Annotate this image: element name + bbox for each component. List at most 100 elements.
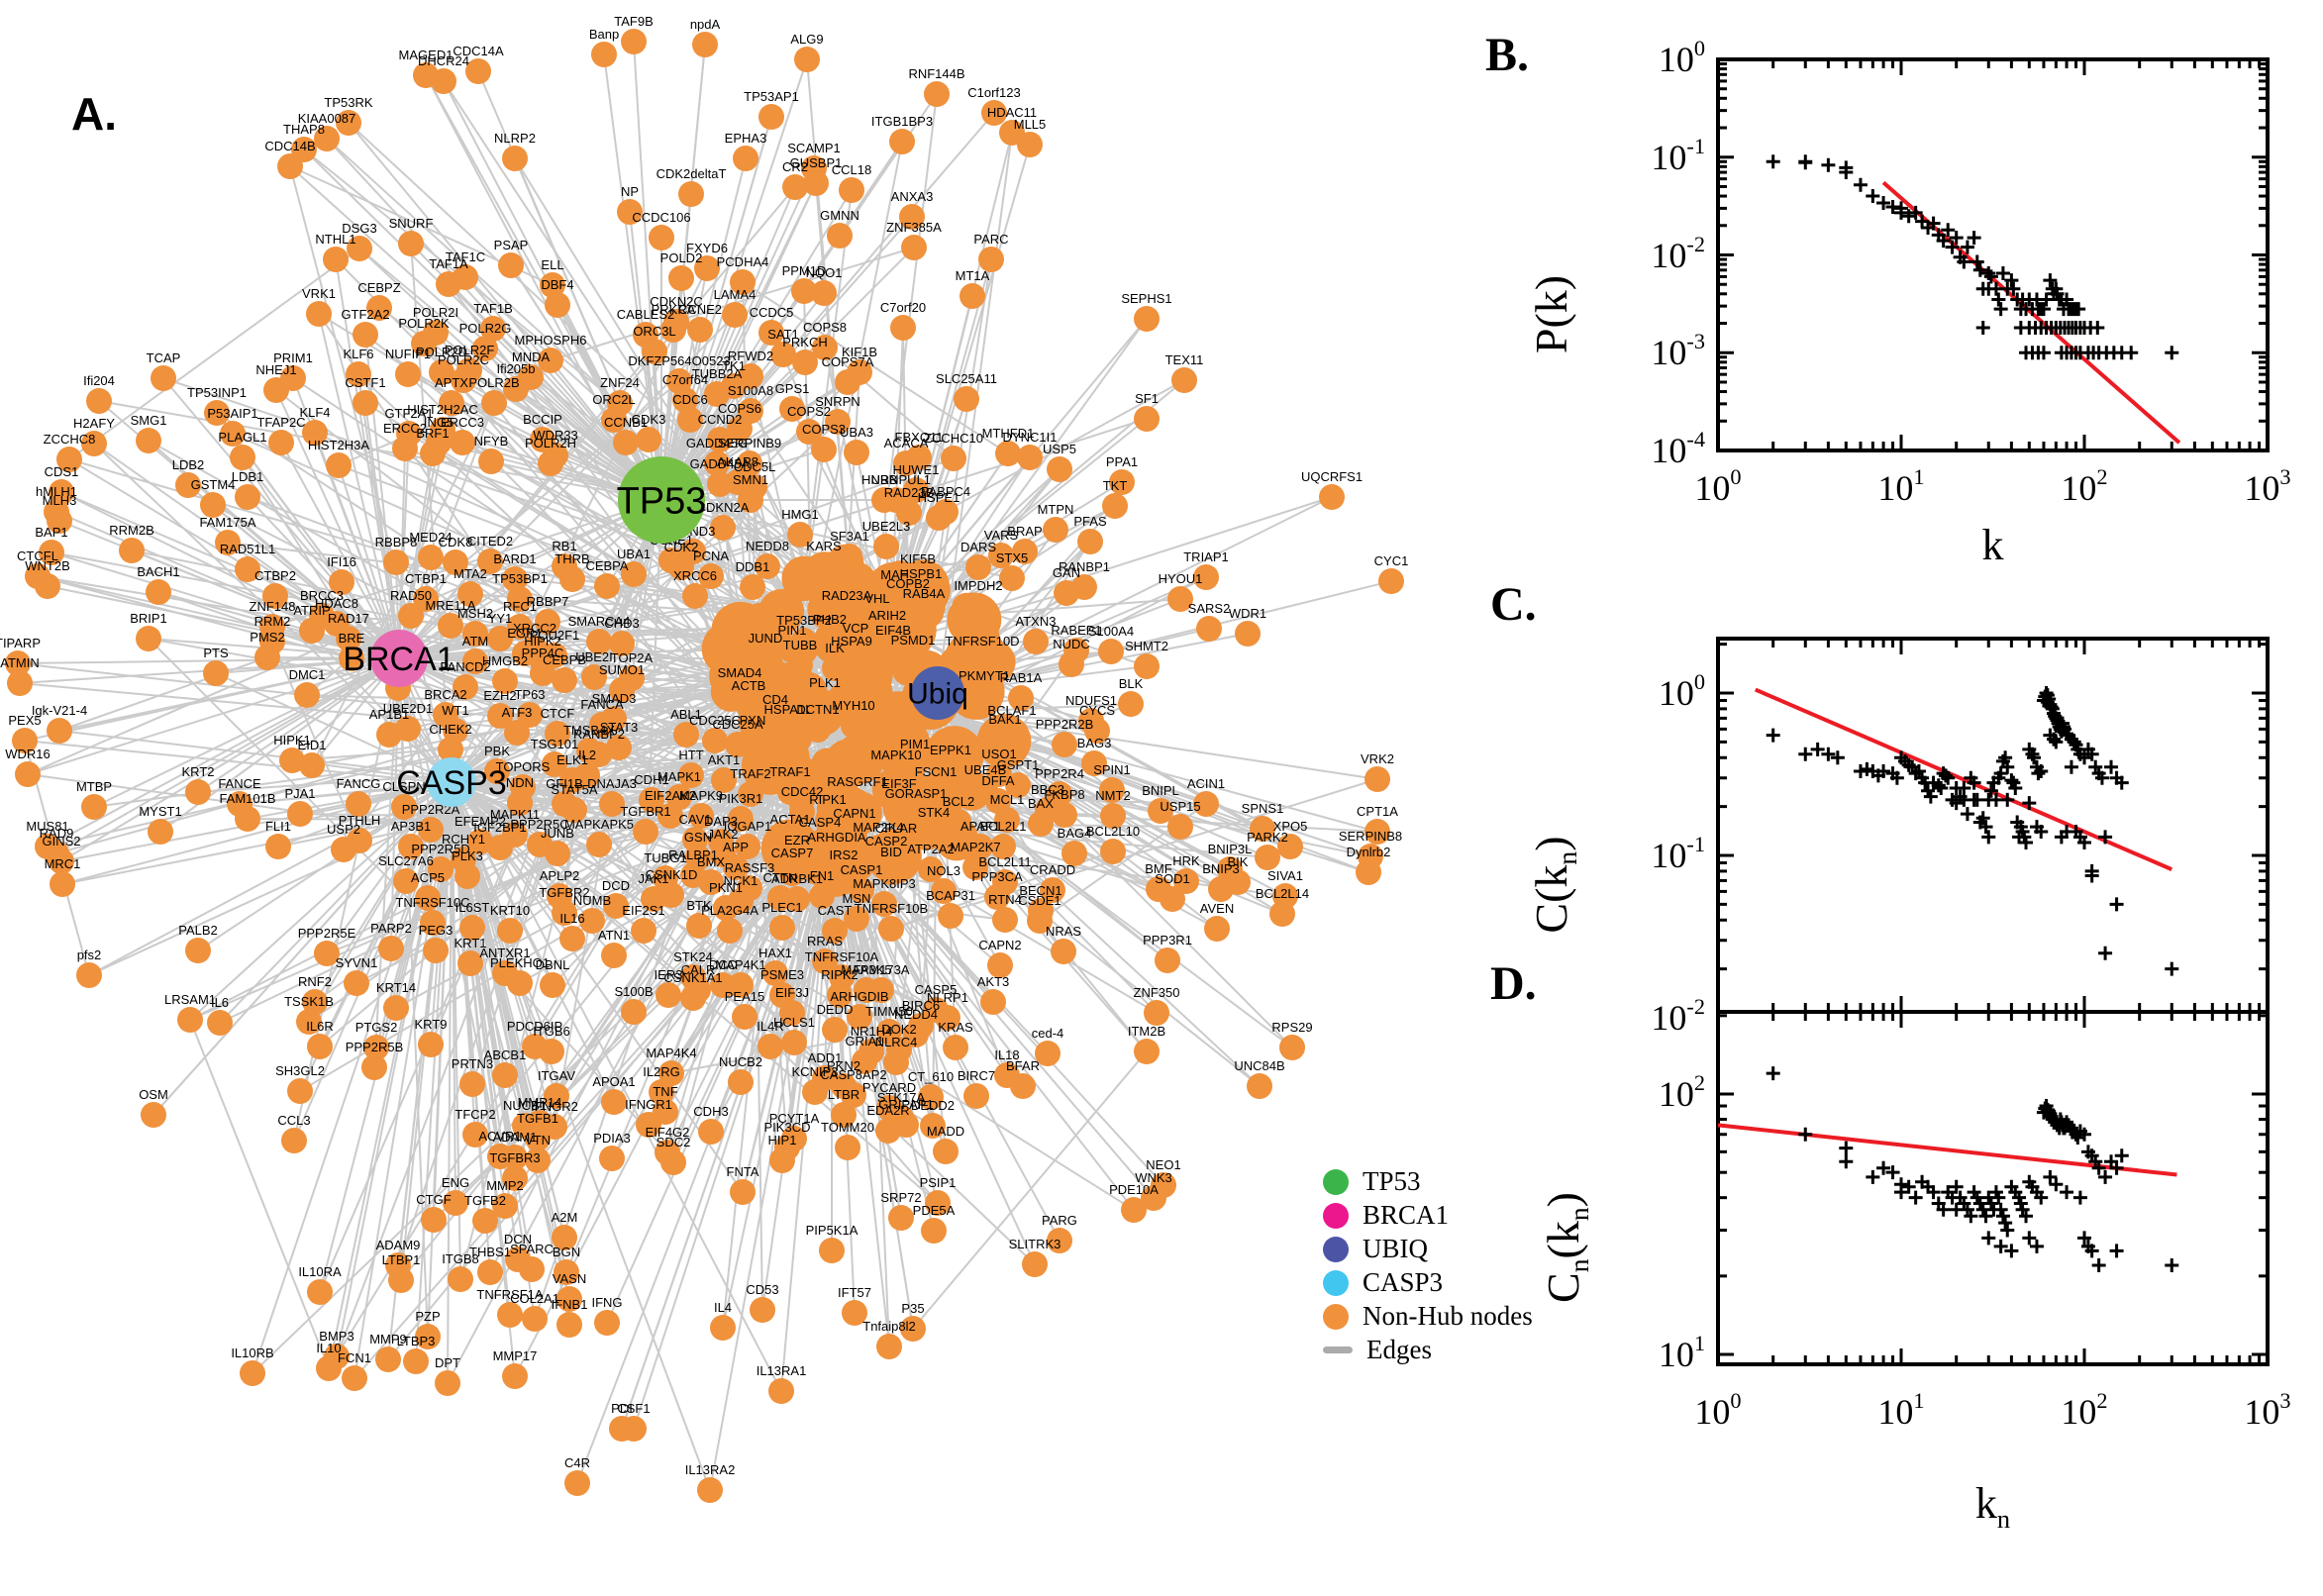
network-node — [420, 441, 446, 466]
network-edge — [398, 186, 796, 659]
network-edge — [58, 656, 268, 732]
y-axis-title: Cn​(kn​) — [1538, 1192, 1594, 1303]
panel-d-label: D. — [1490, 957, 1537, 1010]
y-tick-label: 10-1 — [1651, 134, 1705, 177]
x-tick-label: 101 — [1877, 464, 1924, 508]
legend-item-casp3: CASP3 — [1323, 1267, 1533, 1297]
y-tick-label: 100 — [1659, 36, 1705, 79]
network-node — [302, 420, 328, 446]
network-edge — [398, 657, 692, 776]
scatter-points — [1766, 1066, 2179, 1272]
panel-a-label: A. — [71, 88, 117, 140]
network-edge — [722, 821, 833, 1329]
legend-item-brca1: BRCA1 — [1323, 1200, 1533, 1230]
network-edge — [890, 144, 1031, 625]
x-tick-label: 102 — [2061, 464, 2107, 508]
network-edge — [27, 657, 400, 775]
network-node — [151, 365, 176, 391]
y-tick-label: 100 — [1659, 669, 1705, 713]
network-edge — [633, 41, 662, 501]
network-node — [230, 445, 255, 470]
y-tick-label: 10-1 — [1651, 832, 1705, 875]
network-node — [336, 110, 361, 136]
network-edge — [831, 821, 914, 1330]
network-node — [366, 295, 392, 321]
network-nodes — [5, 29, 1404, 1503]
legend-label: CASP3 — [1363, 1267, 1444, 1297]
network-edge — [354, 781, 453, 1379]
network-edge — [410, 499, 662, 617]
network-node — [465, 58, 491, 84]
network-node — [398, 231, 424, 256]
network-edge — [311, 402, 495, 766]
network-edge — [47, 657, 400, 848]
axes-frame — [1716, 637, 2270, 1014]
network-edge — [358, 248, 662, 501]
network-edge — [831, 821, 856, 1314]
legend-circle-swatch — [1323, 1202, 1349, 1229]
network-node — [204, 400, 230, 426]
legend-circle-swatch — [1323, 1236, 1349, 1262]
network-edge — [212, 504, 400, 659]
network-edge — [68, 248, 360, 460]
network-node — [136, 428, 161, 453]
chart-panel-d — [1716, 1010, 2270, 1366]
panel-b-label: B. — [1485, 29, 1530, 81]
network-edge — [93, 657, 400, 808]
network-node — [503, 376, 529, 402]
network-node — [472, 336, 498, 361]
network-edge — [189, 781, 453, 1021]
network-edge — [293, 781, 453, 1142]
network-node — [538, 348, 563, 373]
network-edge — [197, 657, 400, 793]
network-node — [220, 421, 246, 447]
x-tick-label: 102 — [2061, 1388, 2107, 1432]
panel-c-label: C. — [1490, 578, 1537, 631]
network-node — [277, 153, 303, 179]
y-axis-title: C(kn​) — [1526, 836, 1582, 933]
network-edge — [643, 499, 662, 932]
network-core-node — [735, 604, 776, 645]
network-edge — [603, 53, 662, 501]
fit-line — [1754, 687, 2173, 871]
network-edge — [271, 641, 360, 842]
network-node — [478, 449, 504, 474]
network-node — [56, 447, 82, 472]
y-axis-title: P(k) — [1526, 275, 1576, 353]
network-edge — [831, 821, 1135, 1211]
network-node — [314, 126, 340, 151]
network-edge — [24, 657, 400, 742]
network-node — [540, 272, 565, 298]
scatter-points — [1766, 686, 2179, 976]
legend-label: UBIQ — [1363, 1234, 1428, 1263]
network-edge — [398, 657, 1036, 1265]
legend-item-non-hub-nodes: Non-Hub nodes — [1323, 1301, 1533, 1331]
network-edge — [55, 643, 813, 854]
axes-frame — [1716, 1010, 2270, 1366]
network-edge — [189, 1019, 330, 1369]
y-tick-label: 102 — [1659, 1070, 1705, 1114]
legend-label: TP53 — [1363, 1166, 1421, 1196]
y-tick-label: 10-3 — [1651, 329, 1705, 372]
network-edge — [464, 276, 662, 501]
network-node — [347, 236, 372, 261]
y-tick-label: 101 — [1659, 1331, 1705, 1374]
network-node — [81, 431, 107, 456]
network-node — [411, 331, 437, 356]
legend-circle-swatch — [1323, 1303, 1349, 1330]
network-node — [450, 430, 475, 455]
network-node — [439, 390, 464, 416]
network-edge — [831, 821, 890, 1347]
legend-edge-swatch — [1323, 1347, 1353, 1353]
network-node — [326, 452, 352, 478]
x-tick-label: 100 — [1694, 1388, 1741, 1432]
network-node — [481, 390, 507, 416]
x-tick-label: 100 — [1694, 464, 1741, 508]
network-node — [538, 450, 563, 476]
network-node — [545, 292, 570, 318]
network-core-nodes — [701, 544, 1032, 897]
network-edge — [162, 377, 892, 625]
network-core-node — [744, 746, 777, 780]
network-edge — [660, 292, 825, 501]
network-node — [429, 359, 454, 385]
